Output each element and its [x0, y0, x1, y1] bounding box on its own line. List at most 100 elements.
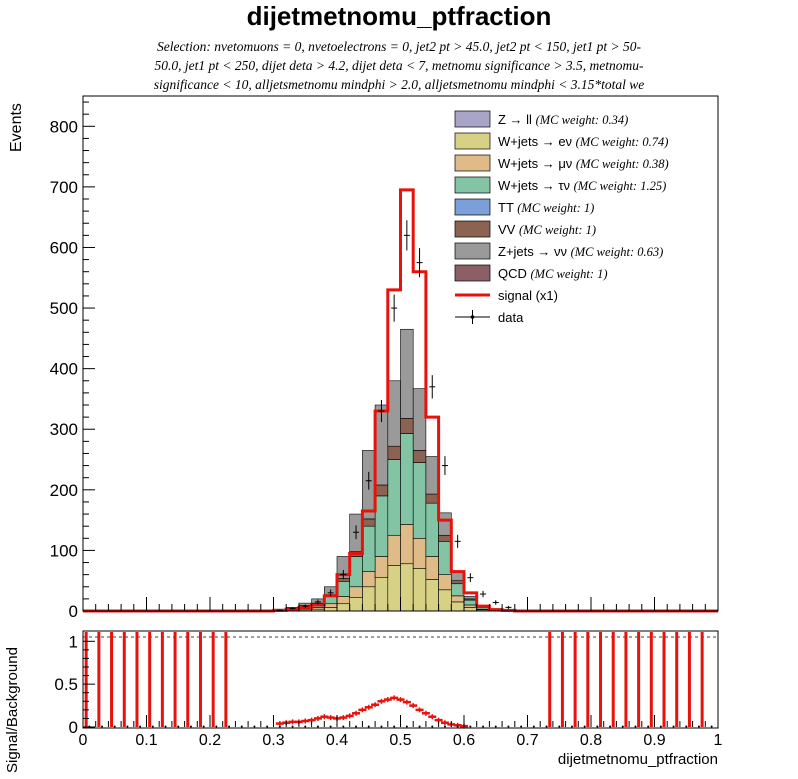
ratio-zero-dot [494, 725, 497, 728]
stack-bar-znunu [463, 596, 477, 600]
y-tick-label: 800 [50, 117, 78, 136]
legend-entry-znunu: Z+jets → νν (MC weight: 0.63) [454, 242, 664, 260]
stack-bar-znunu [450, 571, 465, 581]
ratio-zero-dot [316, 725, 319, 728]
stack-bar-vv [412, 450, 427, 463]
ratio-zero-dot [367, 725, 370, 728]
legend: Z → ll (MC weight: 0.34) W+jets → eν (MC … [454, 110, 669, 325]
stack-bar-vv [387, 445, 401, 460]
stack-bar-vv [400, 418, 414, 434]
ratio-zero-dot [151, 725, 154, 728]
ratio-zero-dot [507, 725, 510, 728]
x-tick-label: 0.3 [262, 732, 284, 749]
stack-bar-wmunu [450, 595, 465, 603]
legend-label: W+jets → μν (MC weight: 0.38) [498, 156, 669, 171]
ratio-x-axis: 0 0.1 0.2 0.3 0.4 0.5 0.6 0.7 0.8 0.9 1 [79, 715, 723, 749]
subtitle-line-2: 50.0, jet1 pt < 250, dijet deta > 4.2, d… [155, 58, 644, 73]
data-point [353, 525, 360, 540]
ratio-zero-dot [558, 725, 561, 728]
ratio-zero-dot [240, 725, 243, 728]
stack-bar-wenu [387, 565, 401, 612]
ratio-zero-dot [164, 725, 167, 728]
signal-histogram [83, 188, 718, 613]
legend-entry-signal: signal (x1) [455, 288, 558, 303]
stack-bar-wtaunu [374, 495, 389, 557]
y-tick-label: 400 [50, 360, 78, 379]
legend-entry-zll: Z → ll (MC weight: 0.34) [454, 110, 628, 128]
stack-bar-wtaunu [400, 433, 414, 525]
ratio-y-tick-label: 0.5 [54, 675, 78, 694]
stack-bar-wtaunu [425, 502, 439, 557]
signal-line [83, 188, 718, 613]
legend-label: signal (x1) [498, 288, 558, 303]
ratio-zero-dot [469, 725, 472, 728]
legend-swatch [454, 220, 491, 238]
ratio-ylabel: Signal/Background [4, 647, 21, 773]
ratio-zero-dot [520, 725, 523, 728]
legend-swatch [454, 132, 491, 150]
stack-bar-vv [425, 493, 439, 504]
x-tick-label: 0.7 [516, 732, 538, 749]
legend-entry-wtaunu: W+jets → τν (MC weight: 1.25) [454, 176, 667, 194]
stack-bar-wtaunu [336, 581, 350, 597]
data-points [276, 220, 512, 611]
ratio-zero-dot [189, 725, 192, 728]
legend-label: TT (MC weight: 1) [498, 200, 594, 215]
data-point [467, 573, 474, 583]
legend-entry-wmunu: W+jets → μν (MC weight: 0.38) [454, 154, 669, 172]
legend-swatch [454, 264, 491, 282]
ratio-xlabel: dijetmetnomu_ptfraction [558, 751, 718, 768]
ratio-zero-dot [570, 725, 573, 728]
stack-bar-znunu [400, 328, 414, 419]
ratio-zero-dot [659, 725, 662, 728]
data-point [454, 534, 461, 548]
stack-bar-wmunu [400, 524, 414, 565]
ratio-zero-dot [253, 725, 256, 728]
stack-bar-wenu [349, 597, 363, 612]
stack-bar-wtaunu [463, 599, 477, 606]
ratio-zero-dot [621, 725, 624, 728]
ratio-point [364, 704, 373, 710]
ratio-point [358, 707, 367, 713]
legend-weight: (MC weight: 1.25) [574, 179, 667, 193]
ratio-zero-dot [304, 725, 307, 728]
legend-weight: (MC weight: 1) [531, 267, 608, 281]
stack-bar-wmunu [362, 571, 376, 588]
ratio-zero-dot [609, 725, 612, 728]
ratio-zero-dot [672, 725, 675, 728]
stack-bar-wtaunu [323, 596, 338, 605]
ratio-zero-dot [355, 725, 358, 728]
x-tick-label: 0.6 [453, 732, 475, 749]
legend-weight: (MC weight: 0.74) [576, 135, 669, 149]
ratio-point [390, 695, 399, 701]
stack-bar-wmunu [412, 537, 427, 569]
legend-swatch [454, 198, 491, 216]
stack-bar-wenu [463, 607, 477, 612]
data-point [340, 569, 347, 580]
stack-bar-wtaunu [349, 556, 363, 588]
legend-label: data [498, 310, 524, 325]
stack-bar-wmunu [323, 603, 338, 608]
legend-weight: (MC weight: 0.63) [571, 245, 664, 259]
stack-bar-wmunu [349, 586, 363, 598]
ratio-zero-dot [126, 725, 129, 728]
ratio-zero-dot [583, 725, 586, 728]
stack-bar-znunu [425, 456, 439, 495]
x-tick-label: 0.2 [199, 732, 221, 749]
ratio-y-axis: 00.51 [54, 632, 95, 737]
ratio-zero-dot [393, 725, 396, 728]
legend-swatch [454, 176, 491, 194]
stack-bar-vv [450, 580, 465, 585]
stack-bar-wenu [450, 601, 465, 612]
ratio-point [415, 707, 424, 713]
stack-bar-vv [362, 518, 376, 527]
legend-label: VV (MC weight: 1) [498, 222, 596, 237]
stack-bar-wmunu [438, 574, 452, 591]
stack-bar-znunu [387, 380, 401, 447]
legend-weight: (MC weight: 1) [519, 223, 596, 237]
y-tick-label: 200 [50, 481, 78, 500]
ratio-zero-dot [482, 725, 485, 728]
legend-weight: (MC weight: 0.38) [576, 157, 669, 171]
data-point [378, 400, 385, 423]
